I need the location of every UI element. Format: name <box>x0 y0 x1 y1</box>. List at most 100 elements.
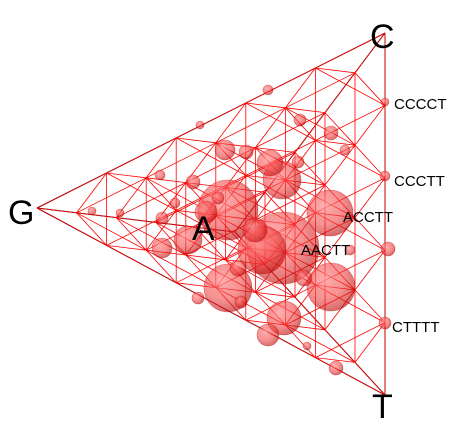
composition-sphere <box>378 316 392 330</box>
lattice-line <box>76 212 117 218</box>
composition-sphere <box>306 189 354 237</box>
composition-sphere <box>229 259 247 277</box>
lattice-line <box>354 217 386 251</box>
label-ccctt: CCCTT <box>394 173 445 190</box>
lattice-line <box>245 319 316 358</box>
label-cccct: CCCCT <box>394 96 447 113</box>
composition-sphere <box>380 241 396 257</box>
lattice-line <box>176 102 246 139</box>
lattice-line <box>36 172 107 209</box>
lattice-line <box>106 172 177 211</box>
composition-sphere <box>306 262 356 312</box>
lattice-line <box>315 357 386 396</box>
composition-sphere <box>339 144 351 156</box>
lattice-line <box>215 107 286 144</box>
composition-sphere <box>211 191 225 205</box>
lattice-line <box>315 67 386 106</box>
lattice-line <box>354 177 386 218</box>
lattice-line <box>315 32 386 69</box>
lattice-line <box>324 72 356 113</box>
composition-spheres <box>87 84 396 376</box>
composition-sphere <box>379 170 391 182</box>
composition-sphere <box>293 113 307 127</box>
lattice-line <box>354 105 386 146</box>
vertex-label-t: T <box>372 388 393 426</box>
lattice-line <box>245 102 316 141</box>
lattice-line <box>116 217 156 223</box>
lattice-line <box>245 67 316 104</box>
lattice-line <box>145 249 177 284</box>
composition-sphere <box>380 97 390 107</box>
lattice-line <box>354 322 386 363</box>
composition-sphere <box>214 139 236 161</box>
lattice-line <box>116 217 186 256</box>
composition-sphere <box>191 291 205 305</box>
lattice-line <box>255 292 296 298</box>
composition-sphere <box>302 341 312 351</box>
vertex-label-a: A <box>192 210 215 248</box>
lattice-line <box>285 324 356 363</box>
lattice-line <box>36 207 77 214</box>
lattice-line <box>106 137 177 174</box>
lattice-line <box>354 362 386 396</box>
lattice-line <box>354 72 386 106</box>
lattice-line <box>294 112 326 153</box>
lattice-line <box>76 212 107 246</box>
composition-sphere <box>328 360 344 376</box>
lattice-line <box>315 140 356 146</box>
lattice-line <box>215 102 247 144</box>
composition-sphere <box>151 237 173 259</box>
lattice-line <box>176 137 246 176</box>
lattice-line <box>245 102 286 109</box>
lattice-line <box>354 144 386 179</box>
composition-sphere <box>87 206 97 216</box>
lattice-line <box>76 212 147 251</box>
lattice-line <box>106 245 177 284</box>
composition-sphere <box>256 323 280 347</box>
composition-sphere <box>154 169 166 181</box>
label-acctt: ACCTT <box>343 209 393 226</box>
composition-sphere <box>169 197 181 209</box>
lattice-line <box>76 177 147 214</box>
lattice-line <box>315 322 386 358</box>
vertex-label-g: G <box>8 194 34 232</box>
composition-sphere <box>185 174 201 190</box>
lattice-line <box>315 67 356 74</box>
lattice-line <box>76 172 107 214</box>
lattice-line <box>255 184 326 221</box>
lattice-line <box>324 144 356 186</box>
composition-sphere <box>262 84 274 96</box>
composition-sphere <box>155 211 169 225</box>
lattice-line <box>146 177 186 183</box>
composition-sphere <box>195 120 205 130</box>
lattice-line <box>324 329 356 363</box>
composition-sphere <box>194 200 218 224</box>
composition-sphere <box>291 155 305 169</box>
composition-sphere <box>344 244 356 256</box>
lattice-line <box>315 140 386 179</box>
composition-sphere <box>238 144 254 160</box>
lattice-line <box>285 107 326 113</box>
composition-sphere <box>115 208 125 218</box>
lattice-line <box>324 112 356 146</box>
lattice-line <box>36 207 107 246</box>
lattice-line <box>116 182 186 218</box>
lattice-line <box>106 245 147 251</box>
lattice-line <box>106 172 147 179</box>
lattice-line <box>294 296 326 331</box>
lattice-line <box>176 247 246 284</box>
label-aactt: AACTT <box>301 242 350 259</box>
composition-sphere <box>323 125 339 141</box>
lattice-line <box>255 107 286 148</box>
lattice-line <box>115 217 147 251</box>
lattice-line <box>315 357 356 363</box>
composition-sphere <box>173 225 203 255</box>
lattice-line <box>195 226 226 261</box>
lattice-line <box>145 210 177 251</box>
lattice-line <box>285 67 316 109</box>
lattice-line <box>285 107 356 146</box>
composition-sphere <box>295 269 313 287</box>
lattice-line <box>145 137 177 179</box>
